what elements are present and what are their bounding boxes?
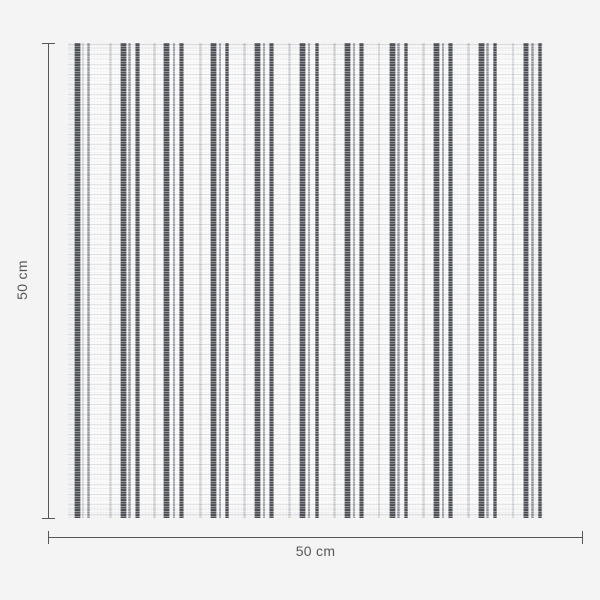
stripe (522, 43, 530, 518)
stripe (511, 43, 515, 518)
stripe (307, 43, 311, 518)
stripe (531, 43, 534, 518)
stripe (359, 43, 364, 518)
stripe (397, 43, 400, 518)
stripe (403, 43, 409, 518)
stripe (422, 43, 425, 518)
stripe (73, 43, 82, 518)
stripe (225, 43, 230, 518)
stripe (128, 43, 132, 518)
stripe (86, 43, 91, 518)
vertical-dimension-line (48, 43, 49, 519)
stripe (153, 43, 156, 518)
stripe (210, 43, 218, 518)
stripe (172, 43, 176, 518)
stripe (433, 43, 441, 518)
fabric-swatch-image (68, 43, 543, 518)
stripe (377, 43, 381, 518)
stripe (81, 43, 85, 518)
stripe (333, 43, 336, 518)
stripe (388, 43, 396, 518)
stripe (493, 43, 498, 518)
stripe (486, 43, 490, 518)
stripe (537, 43, 543, 518)
stripe (199, 43, 202, 518)
horizontal-dimension-label: 50 cm (295, 543, 336, 559)
vertical-dimension-label: 50 cm (14, 260, 30, 300)
stripe (448, 43, 453, 518)
stripe (179, 43, 184, 518)
stripe (218, 43, 222, 518)
stripe (269, 43, 274, 518)
stripe (163, 43, 170, 518)
stripe (109, 43, 112, 518)
stripe (343, 43, 351, 518)
stripe-pattern (68, 43, 543, 518)
stripe (477, 43, 485, 518)
stripe (288, 43, 291, 518)
stripe (135, 43, 141, 518)
stripe (352, 43, 356, 518)
stripe (299, 43, 307, 518)
stripe (262, 43, 266, 518)
stripe (243, 43, 246, 518)
horizontal-dimension-tick-right (582, 531, 583, 544)
stripe (467, 43, 470, 518)
stripe (314, 43, 319, 518)
vertical-dimension-tick-top (42, 43, 55, 44)
stripe (120, 43, 128, 518)
vertical-dimension-tick-bottom (42, 518, 55, 519)
stripe (441, 43, 445, 518)
horizontal-dimension-tick-left (48, 531, 49, 544)
horizontal-dimension-line (48, 537, 583, 538)
stripe (254, 43, 261, 518)
